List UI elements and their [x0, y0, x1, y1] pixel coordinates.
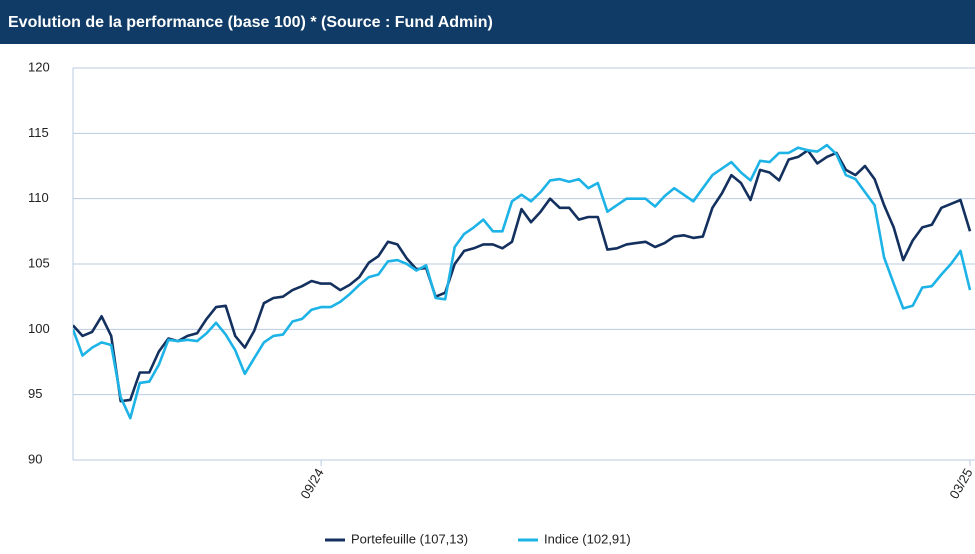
x-tick-label: 03/25: [946, 466, 975, 502]
x-tick-label: 09/24: [297, 466, 326, 502]
series-line: [73, 143, 972, 420]
chart-title: Evolution de la performance (base 100) *…: [8, 14, 493, 31]
header-bar: [0, 0, 975, 44]
series-line: [73, 149, 972, 403]
y-tick-label: 100: [28, 321, 50, 336]
y-tick-label: 95: [28, 386, 42, 401]
y-tick-label: 105: [28, 255, 50, 270]
y-tick-label: 90: [28, 451, 42, 466]
y-tick-label: 110: [28, 190, 49, 205]
legend-label: Portefeuille (107,13): [351, 531, 468, 546]
plot-area: [73, 143, 972, 420]
legend-label: Indice (102,91): [544, 531, 631, 546]
y-tick-label: 115: [28, 125, 49, 140]
y-tick-label: 120: [28, 59, 50, 74]
